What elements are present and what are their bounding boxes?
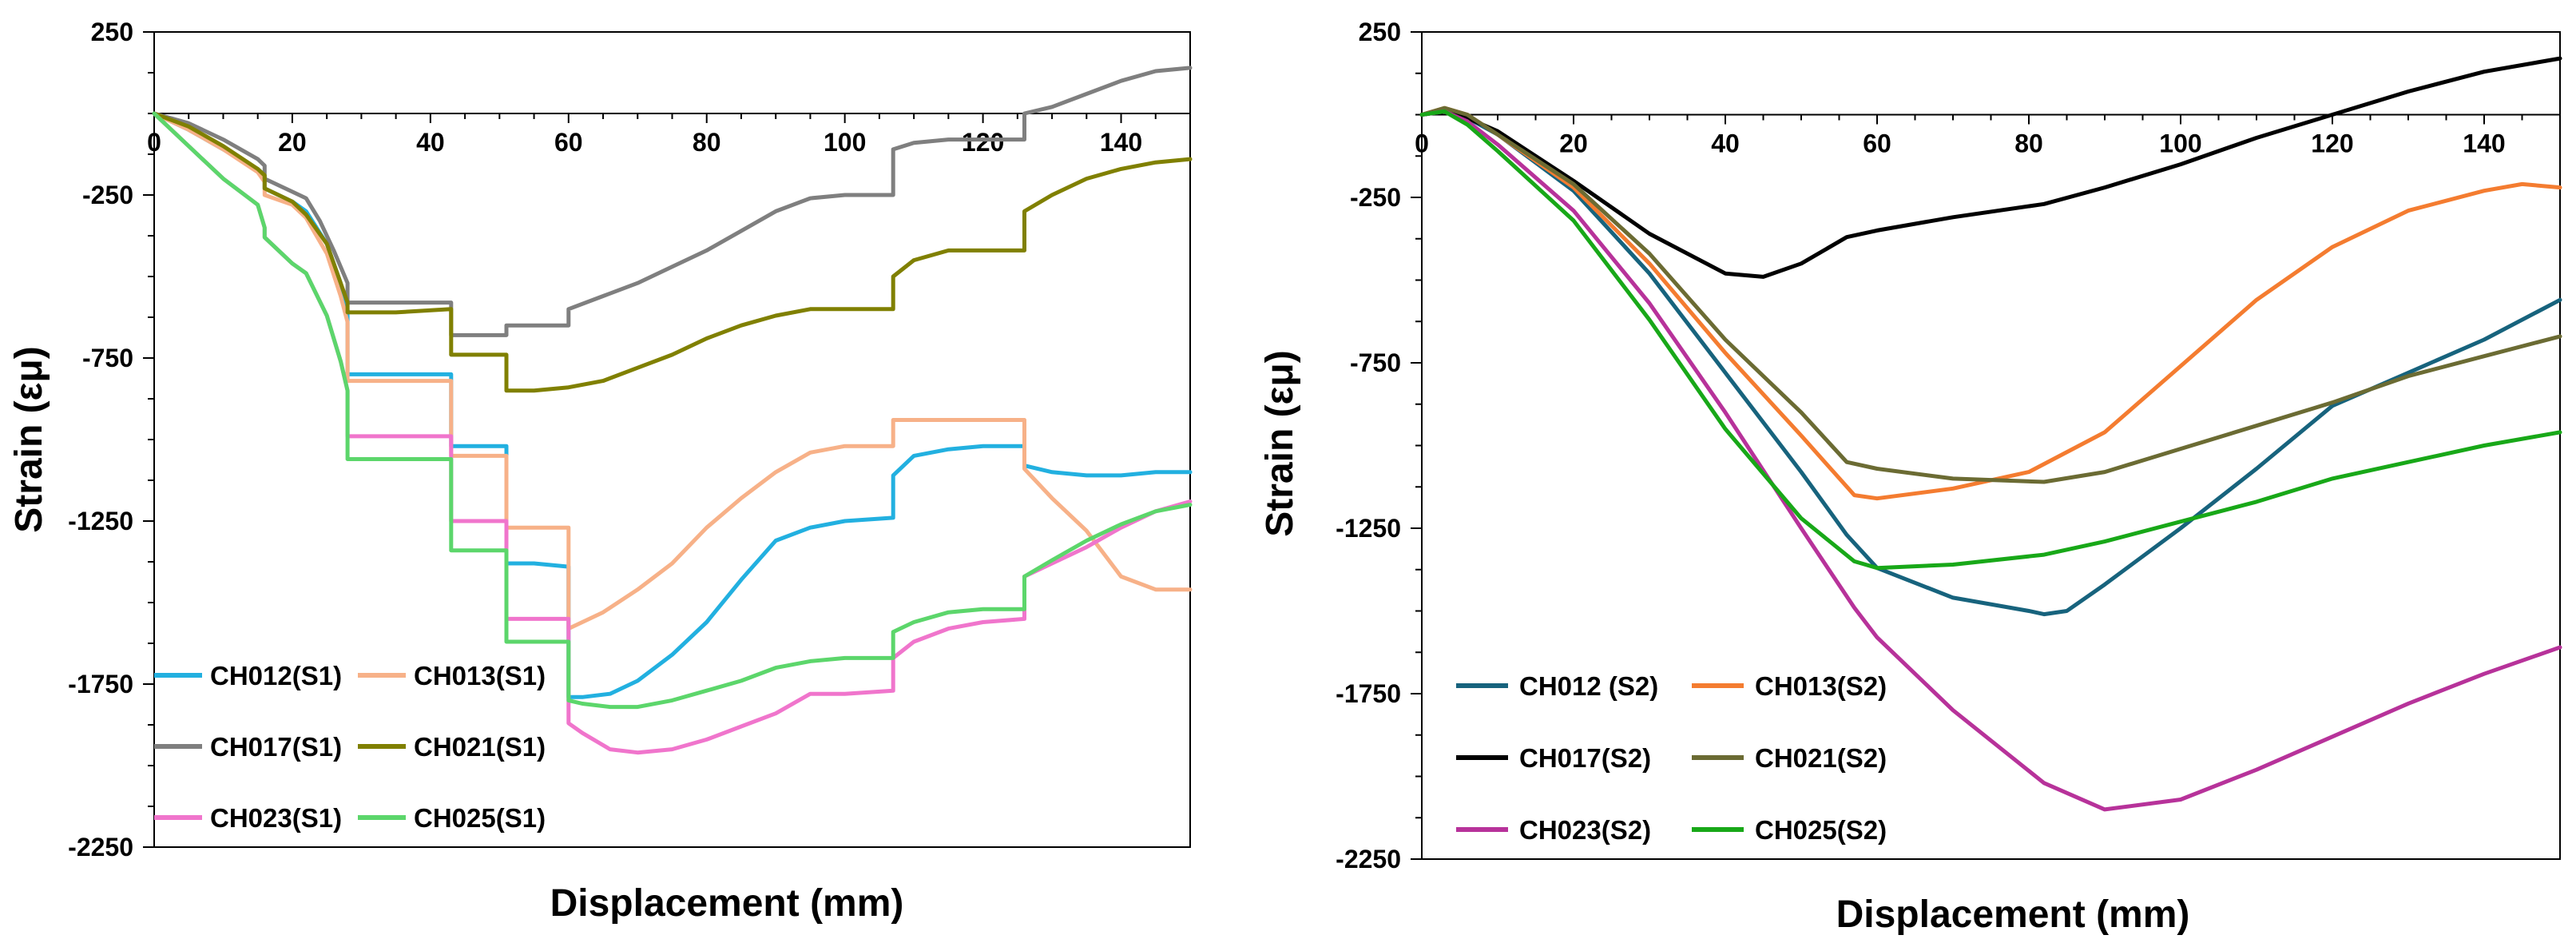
series-line-ch025-s2 xyxy=(1419,109,2562,571)
y-tick-label: 250 xyxy=(1359,18,1401,46)
x-tick-label: 20 xyxy=(1559,129,1588,158)
x-tick-label: 0 xyxy=(147,128,161,157)
y-tick-label: -2250 xyxy=(68,833,133,861)
x-axis-title: Displacement (mm) xyxy=(550,882,904,925)
series-line-ch017-s1 xyxy=(152,66,1193,337)
y-tick-label: -2250 xyxy=(1336,845,1401,873)
x-tick-label: 20 xyxy=(278,128,307,157)
legend-label: CH023(S1) xyxy=(210,803,342,833)
y-axis-title: Strain (εμ) xyxy=(8,346,50,532)
x-tick-label: 0 xyxy=(1415,129,1429,158)
legend-label: CH021(S2) xyxy=(1755,743,1887,773)
series-line-ch021-s1 xyxy=(152,111,1193,393)
legend-label: CH017(S2) xyxy=(1519,743,1651,773)
legend-label: CH021(S1) xyxy=(414,732,546,762)
legend: CH012(S1) CH013(S1) CH017(S1) CH021(S1) CH02… xyxy=(154,661,546,833)
x-tick-label: 60 xyxy=(1863,129,1891,158)
x-tick-label: 100 xyxy=(2159,129,2201,158)
series-line-ch013-s2 xyxy=(1419,105,2562,501)
legend-label: CH023(S2) xyxy=(1519,815,1651,845)
x-tick-label: 80 xyxy=(2014,129,2043,158)
series-line-ch023-s2 xyxy=(1419,109,2562,812)
y-tick-label: -250 xyxy=(82,181,133,209)
legend-label: CH013(S1) xyxy=(414,661,546,690)
legend: CH012 (S2) CH013(S2) CH017(S2) CH021(S2) CH0… xyxy=(1456,671,1887,845)
x-axis-title: Displacement (mm) xyxy=(1836,893,2190,936)
series-line-ch025-s1 xyxy=(152,111,1193,710)
y-tick-label: -1750 xyxy=(1336,679,1401,708)
legend-label: CH025(S2) xyxy=(1755,815,1887,845)
series-line-ch021-s2 xyxy=(1419,105,2562,484)
y-tick-label: -250 xyxy=(1350,183,1401,212)
right-chart-panel: 250 -250 -750 -1250 -1750 -2250 0 20 40 60 80 100 12… xyxy=(1259,18,2562,936)
x-tick-label: 140 xyxy=(2463,129,2505,158)
plot-area-border xyxy=(1421,31,2561,860)
y-tick-label: -750 xyxy=(1350,348,1401,377)
y-tick-label: -1250 xyxy=(68,507,133,535)
x-tick-label: 120 xyxy=(2311,129,2353,158)
series-line-ch013-s1 xyxy=(152,111,1193,631)
legend-label: CH025(S1) xyxy=(414,803,546,833)
y-tick-label: -1750 xyxy=(68,670,133,698)
legend-label: CH012 (S2) xyxy=(1519,671,1658,701)
y-tick-label: -750 xyxy=(82,344,133,372)
x-tick-label: 60 xyxy=(554,128,583,157)
series-line-ch017-s2 xyxy=(1419,56,2562,279)
left-chart-panel: 250 -250 -750 -1250 -1750 -2250 0 20 40 60 80 100 12… xyxy=(8,18,1193,925)
x-tick-label: 120 xyxy=(962,128,1004,157)
y-axis-title: Strain (εμ) xyxy=(1259,350,1301,536)
plot-area-border xyxy=(153,31,1191,848)
x-tick-label: 40 xyxy=(1711,129,1740,158)
y-tick-label: -1250 xyxy=(1336,514,1401,543)
legend-label: CH017(S1) xyxy=(210,732,342,762)
x-tick-label: 140 xyxy=(1100,128,1142,157)
x-tick-label: 100 xyxy=(824,128,866,157)
series-line-ch012-s2 xyxy=(1419,109,2562,617)
y-tick-label: 250 xyxy=(91,18,133,46)
legend-label: CH012(S1) xyxy=(210,661,342,690)
legend-label: CH013(S2) xyxy=(1755,671,1887,701)
x-tick-label: 80 xyxy=(693,128,721,157)
x-tick-label: 40 xyxy=(416,128,445,157)
